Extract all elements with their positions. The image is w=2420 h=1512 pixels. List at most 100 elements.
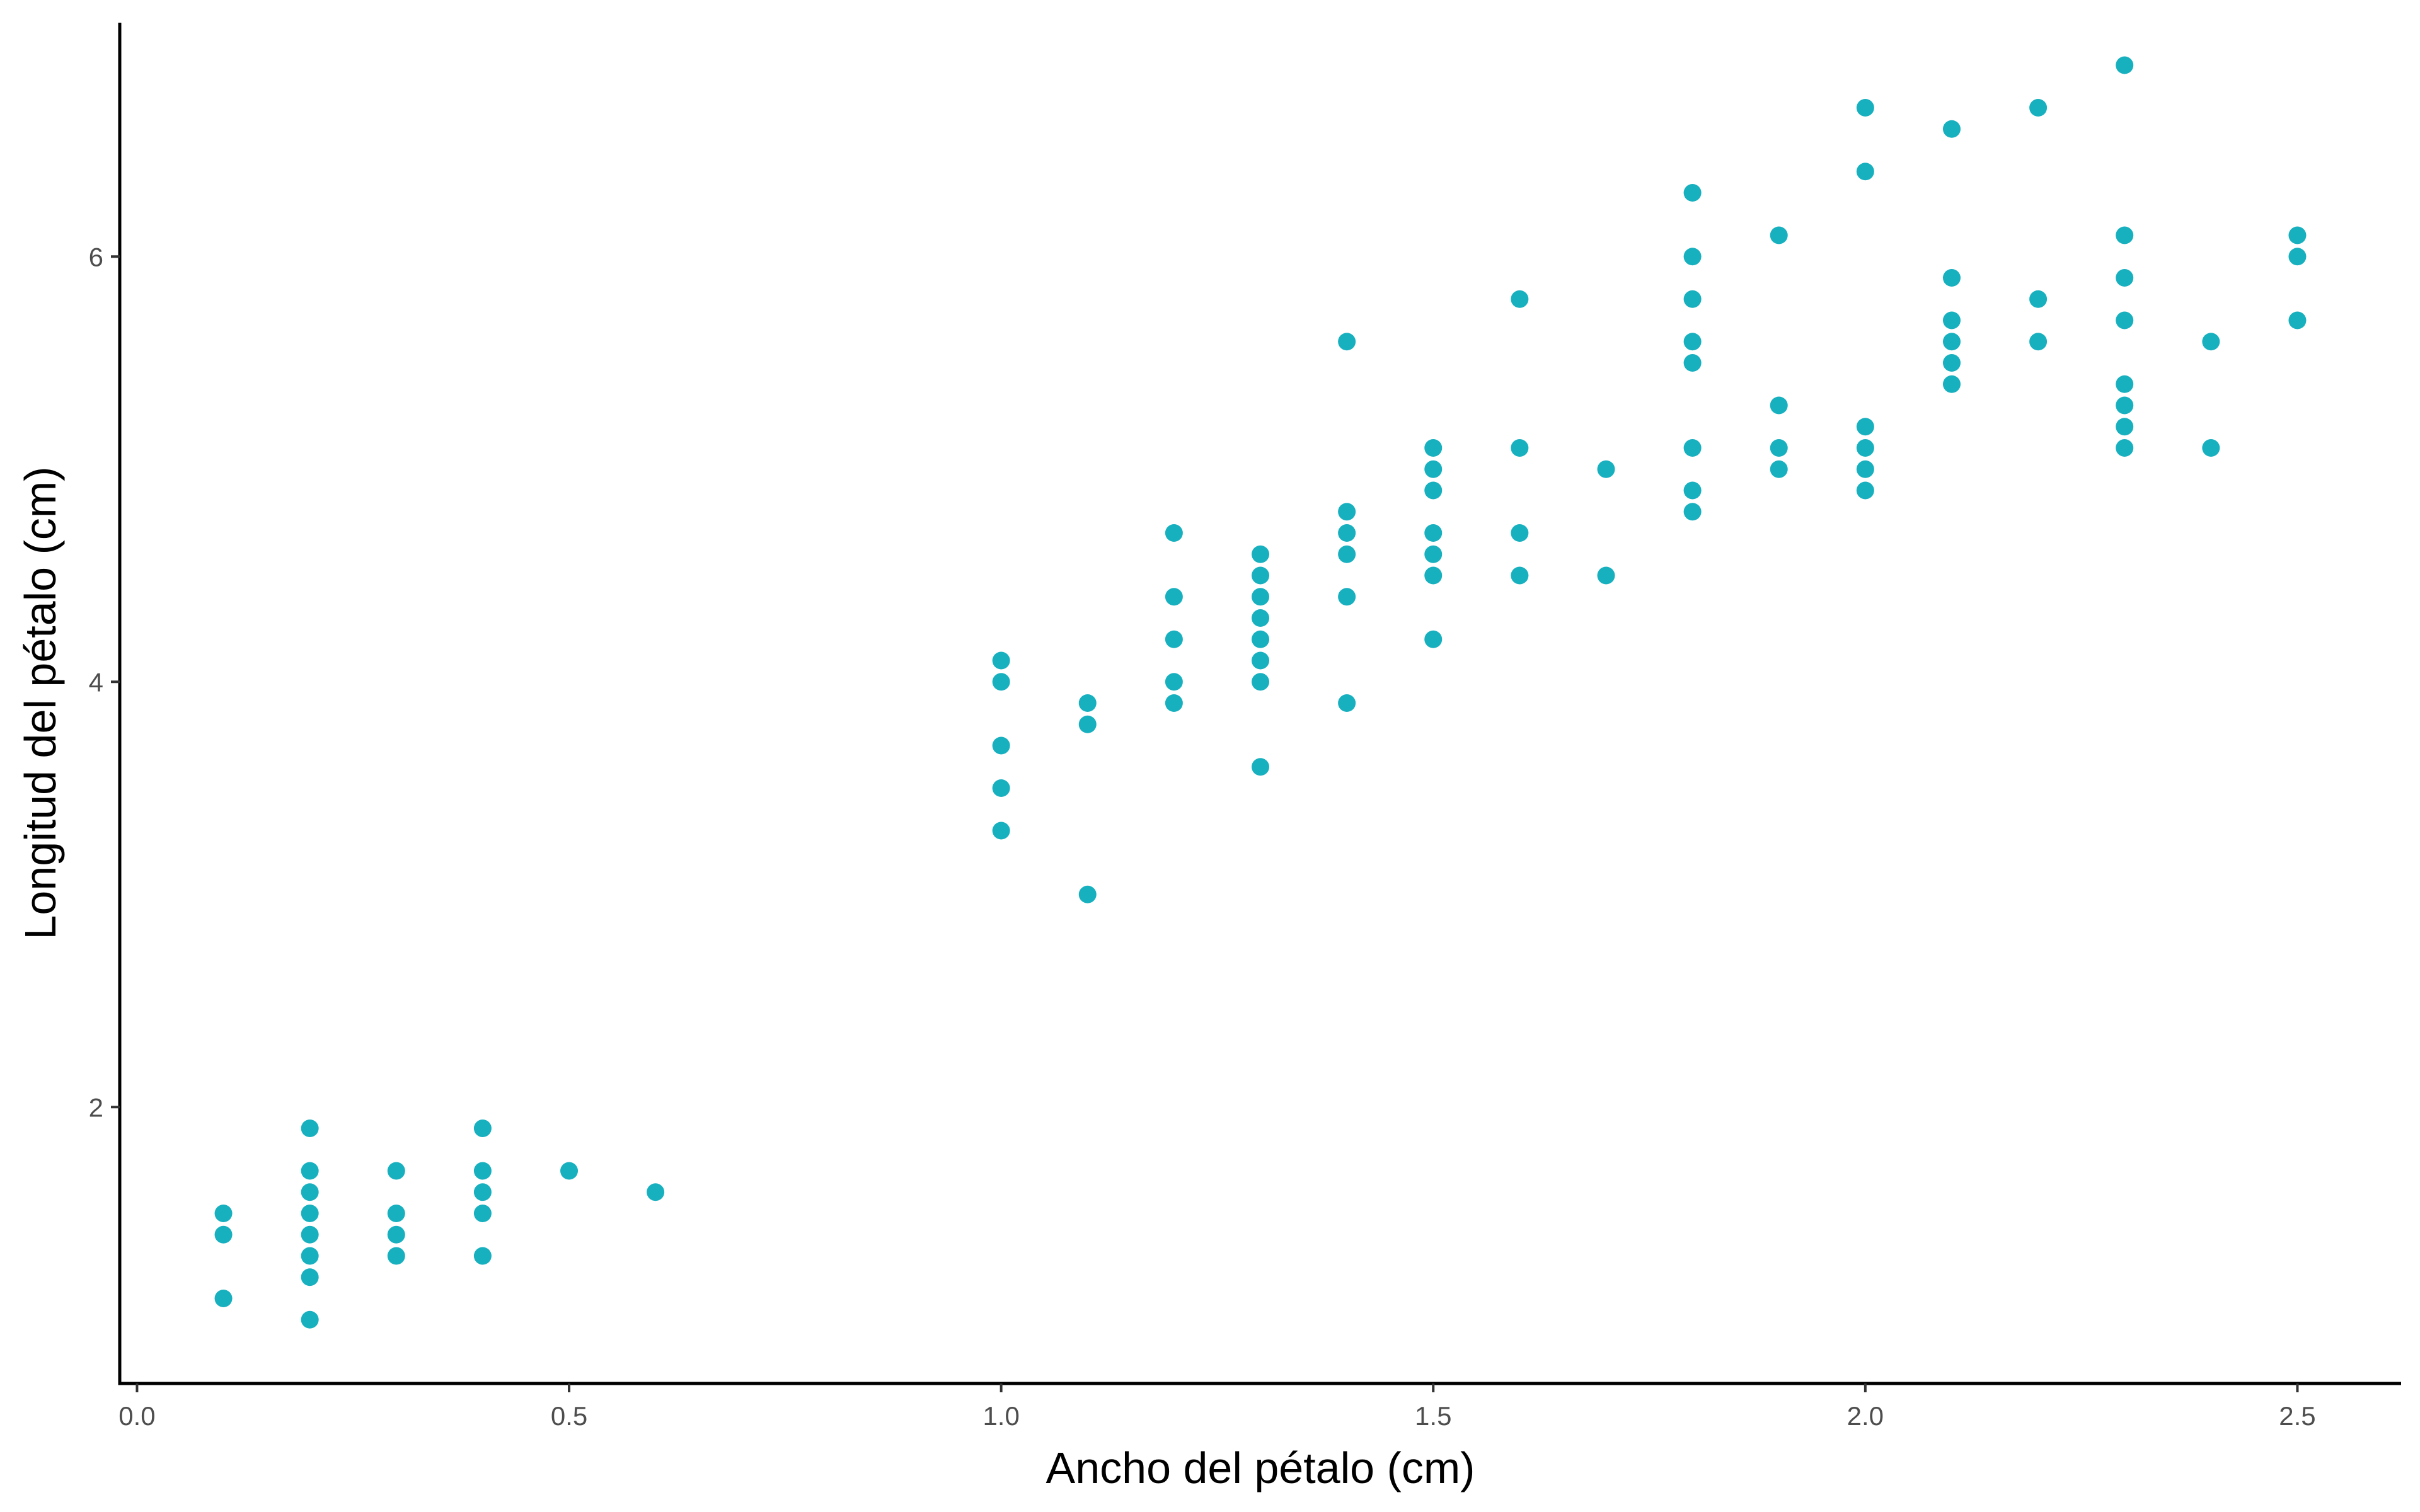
data-point bbox=[992, 736, 1010, 755]
data-point bbox=[1252, 545, 1269, 563]
data-point bbox=[1078, 715, 1097, 733]
data-point bbox=[1165, 694, 1183, 712]
data-point bbox=[1942, 333, 1961, 351]
data-point bbox=[992, 651, 1010, 670]
x-tick-label: 0.5 bbox=[551, 1401, 587, 1431]
data-point bbox=[473, 1247, 492, 1265]
data-point bbox=[1424, 524, 1443, 542]
data-point bbox=[1252, 630, 1269, 648]
data-point bbox=[1511, 524, 1529, 542]
data-point bbox=[1942, 120, 1961, 138]
y-tick-label: 4 bbox=[89, 667, 103, 697]
x-tick-label: 2.5 bbox=[2279, 1401, 2315, 1431]
data-point bbox=[2288, 311, 2307, 329]
data-point bbox=[1252, 588, 1269, 606]
data-point bbox=[473, 1162, 492, 1180]
data-point bbox=[1165, 673, 1183, 691]
data-point bbox=[301, 1205, 319, 1222]
data-point bbox=[1165, 524, 1183, 542]
data-point bbox=[992, 673, 1010, 691]
data-point bbox=[2029, 99, 2048, 117]
data-point bbox=[2288, 226, 2307, 244]
data-point bbox=[2116, 56, 2134, 74]
data-point bbox=[301, 1120, 319, 1137]
data-point bbox=[214, 1290, 233, 1307]
data-point bbox=[1683, 439, 1702, 457]
data-point bbox=[2202, 439, 2220, 457]
x-tick-label: 2.0 bbox=[1847, 1401, 1884, 1431]
y-tick-label: 6 bbox=[89, 242, 103, 272]
data-point bbox=[1942, 354, 1961, 372]
data-point bbox=[301, 1310, 319, 1329]
data-point bbox=[1078, 885, 1097, 903]
data-point bbox=[1252, 609, 1269, 627]
x-tick-label: 1.5 bbox=[1415, 1401, 1451, 1431]
y-tick-label: 2 bbox=[89, 1092, 103, 1122]
data-point bbox=[1165, 588, 1183, 606]
data-point bbox=[1338, 524, 1356, 542]
data-point bbox=[2116, 226, 2134, 244]
data-point bbox=[1252, 758, 1269, 776]
data-point bbox=[387, 1162, 405, 1180]
data-point bbox=[2288, 248, 2307, 266]
data-point bbox=[1856, 418, 1874, 436]
data-point bbox=[1252, 651, 1269, 670]
data-point bbox=[560, 1162, 579, 1180]
data-point bbox=[1770, 439, 1788, 457]
data-point bbox=[1338, 694, 1356, 712]
data-point bbox=[1856, 163, 1874, 181]
data-point bbox=[992, 822, 1010, 840]
data-point bbox=[1165, 630, 1183, 648]
data-point bbox=[1424, 566, 1443, 585]
data-point bbox=[1683, 333, 1702, 351]
data-point bbox=[2029, 290, 2048, 308]
data-point bbox=[1942, 269, 1961, 287]
data-point bbox=[2116, 396, 2134, 415]
data-point bbox=[1424, 481, 1443, 500]
x-tick-label: 0.0 bbox=[118, 1401, 155, 1431]
data-point bbox=[214, 1205, 233, 1222]
data-point bbox=[301, 1247, 319, 1265]
data-point bbox=[2116, 311, 2134, 329]
data-point bbox=[2029, 333, 2048, 351]
data-point bbox=[301, 1268, 319, 1286]
data-point bbox=[1338, 588, 1356, 606]
data-point bbox=[1683, 290, 1702, 308]
data-point bbox=[1338, 333, 1356, 351]
y-axis-title: Longitud del pétalo (cm) bbox=[16, 467, 65, 940]
data-point bbox=[1424, 439, 1443, 457]
data-point bbox=[2116, 375, 2134, 393]
data-point bbox=[473, 1205, 492, 1222]
data-point bbox=[301, 1225, 319, 1244]
data-point bbox=[301, 1162, 319, 1180]
data-point bbox=[1511, 290, 1529, 308]
data-point bbox=[1856, 99, 1874, 117]
x-axis-ticks: 0.0 0.5 1.0 1.5 2.0 2.5 bbox=[118, 1383, 2316, 1431]
data-point bbox=[387, 1205, 405, 1222]
data-point bbox=[1511, 566, 1529, 585]
data-point bbox=[1252, 566, 1269, 585]
data-point bbox=[1856, 481, 1874, 500]
data-point bbox=[2116, 418, 2134, 436]
data-point bbox=[1683, 248, 1702, 266]
data-point bbox=[1597, 460, 1615, 478]
data-point bbox=[1942, 375, 1961, 393]
data-point bbox=[1338, 503, 1356, 521]
data-point bbox=[1770, 396, 1788, 415]
data-point bbox=[1770, 226, 1788, 244]
data-point bbox=[1424, 545, 1443, 563]
data-point bbox=[1683, 354, 1702, 372]
data-point bbox=[2202, 333, 2220, 351]
data-point bbox=[1770, 460, 1788, 478]
data-point bbox=[1856, 439, 1874, 457]
data-point bbox=[1424, 630, 1443, 648]
data-point bbox=[1252, 673, 1269, 691]
data-points bbox=[214, 56, 2307, 1329]
data-point bbox=[1856, 460, 1874, 478]
data-point bbox=[1511, 439, 1529, 457]
data-point bbox=[387, 1225, 405, 1244]
data-point bbox=[1942, 311, 1961, 329]
data-point bbox=[301, 1183, 319, 1201]
data-point bbox=[1683, 481, 1702, 500]
